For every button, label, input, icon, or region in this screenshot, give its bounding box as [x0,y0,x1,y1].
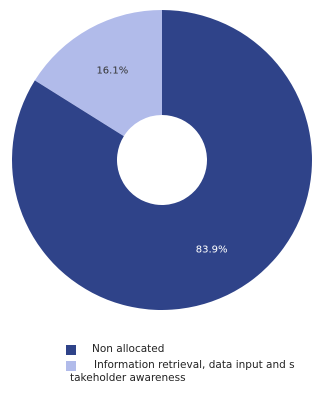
slice-label-non-allocated: 83.9% [196,245,228,256]
legend-swatch-non-allocated [66,345,76,355]
legend-label-line-1: Information retrieval, data input and s [94,359,295,371]
legend-item-information-retrieval: Information retrieval, data input and s … [66,358,324,386]
legend-label-line-2: takeholder awareness [70,372,186,384]
legend-swatch-information-retrieval [66,361,76,371]
legend-label-information-retrieval: Information retrieval, data input and s … [70,359,295,385]
donut-chart: 83.9% 16.1% [11,10,312,310]
slice-non-allocated [11,10,312,310]
legend: Non allocated Information retrieval, dat… [66,342,324,386]
slice-information-retrieval [34,10,162,137]
legend-label-non-allocated: Non allocated [92,343,165,355]
slice-label-information-retrieval: 16.1% [96,65,128,76]
legend-item-non-allocated: Non allocated [66,342,324,358]
